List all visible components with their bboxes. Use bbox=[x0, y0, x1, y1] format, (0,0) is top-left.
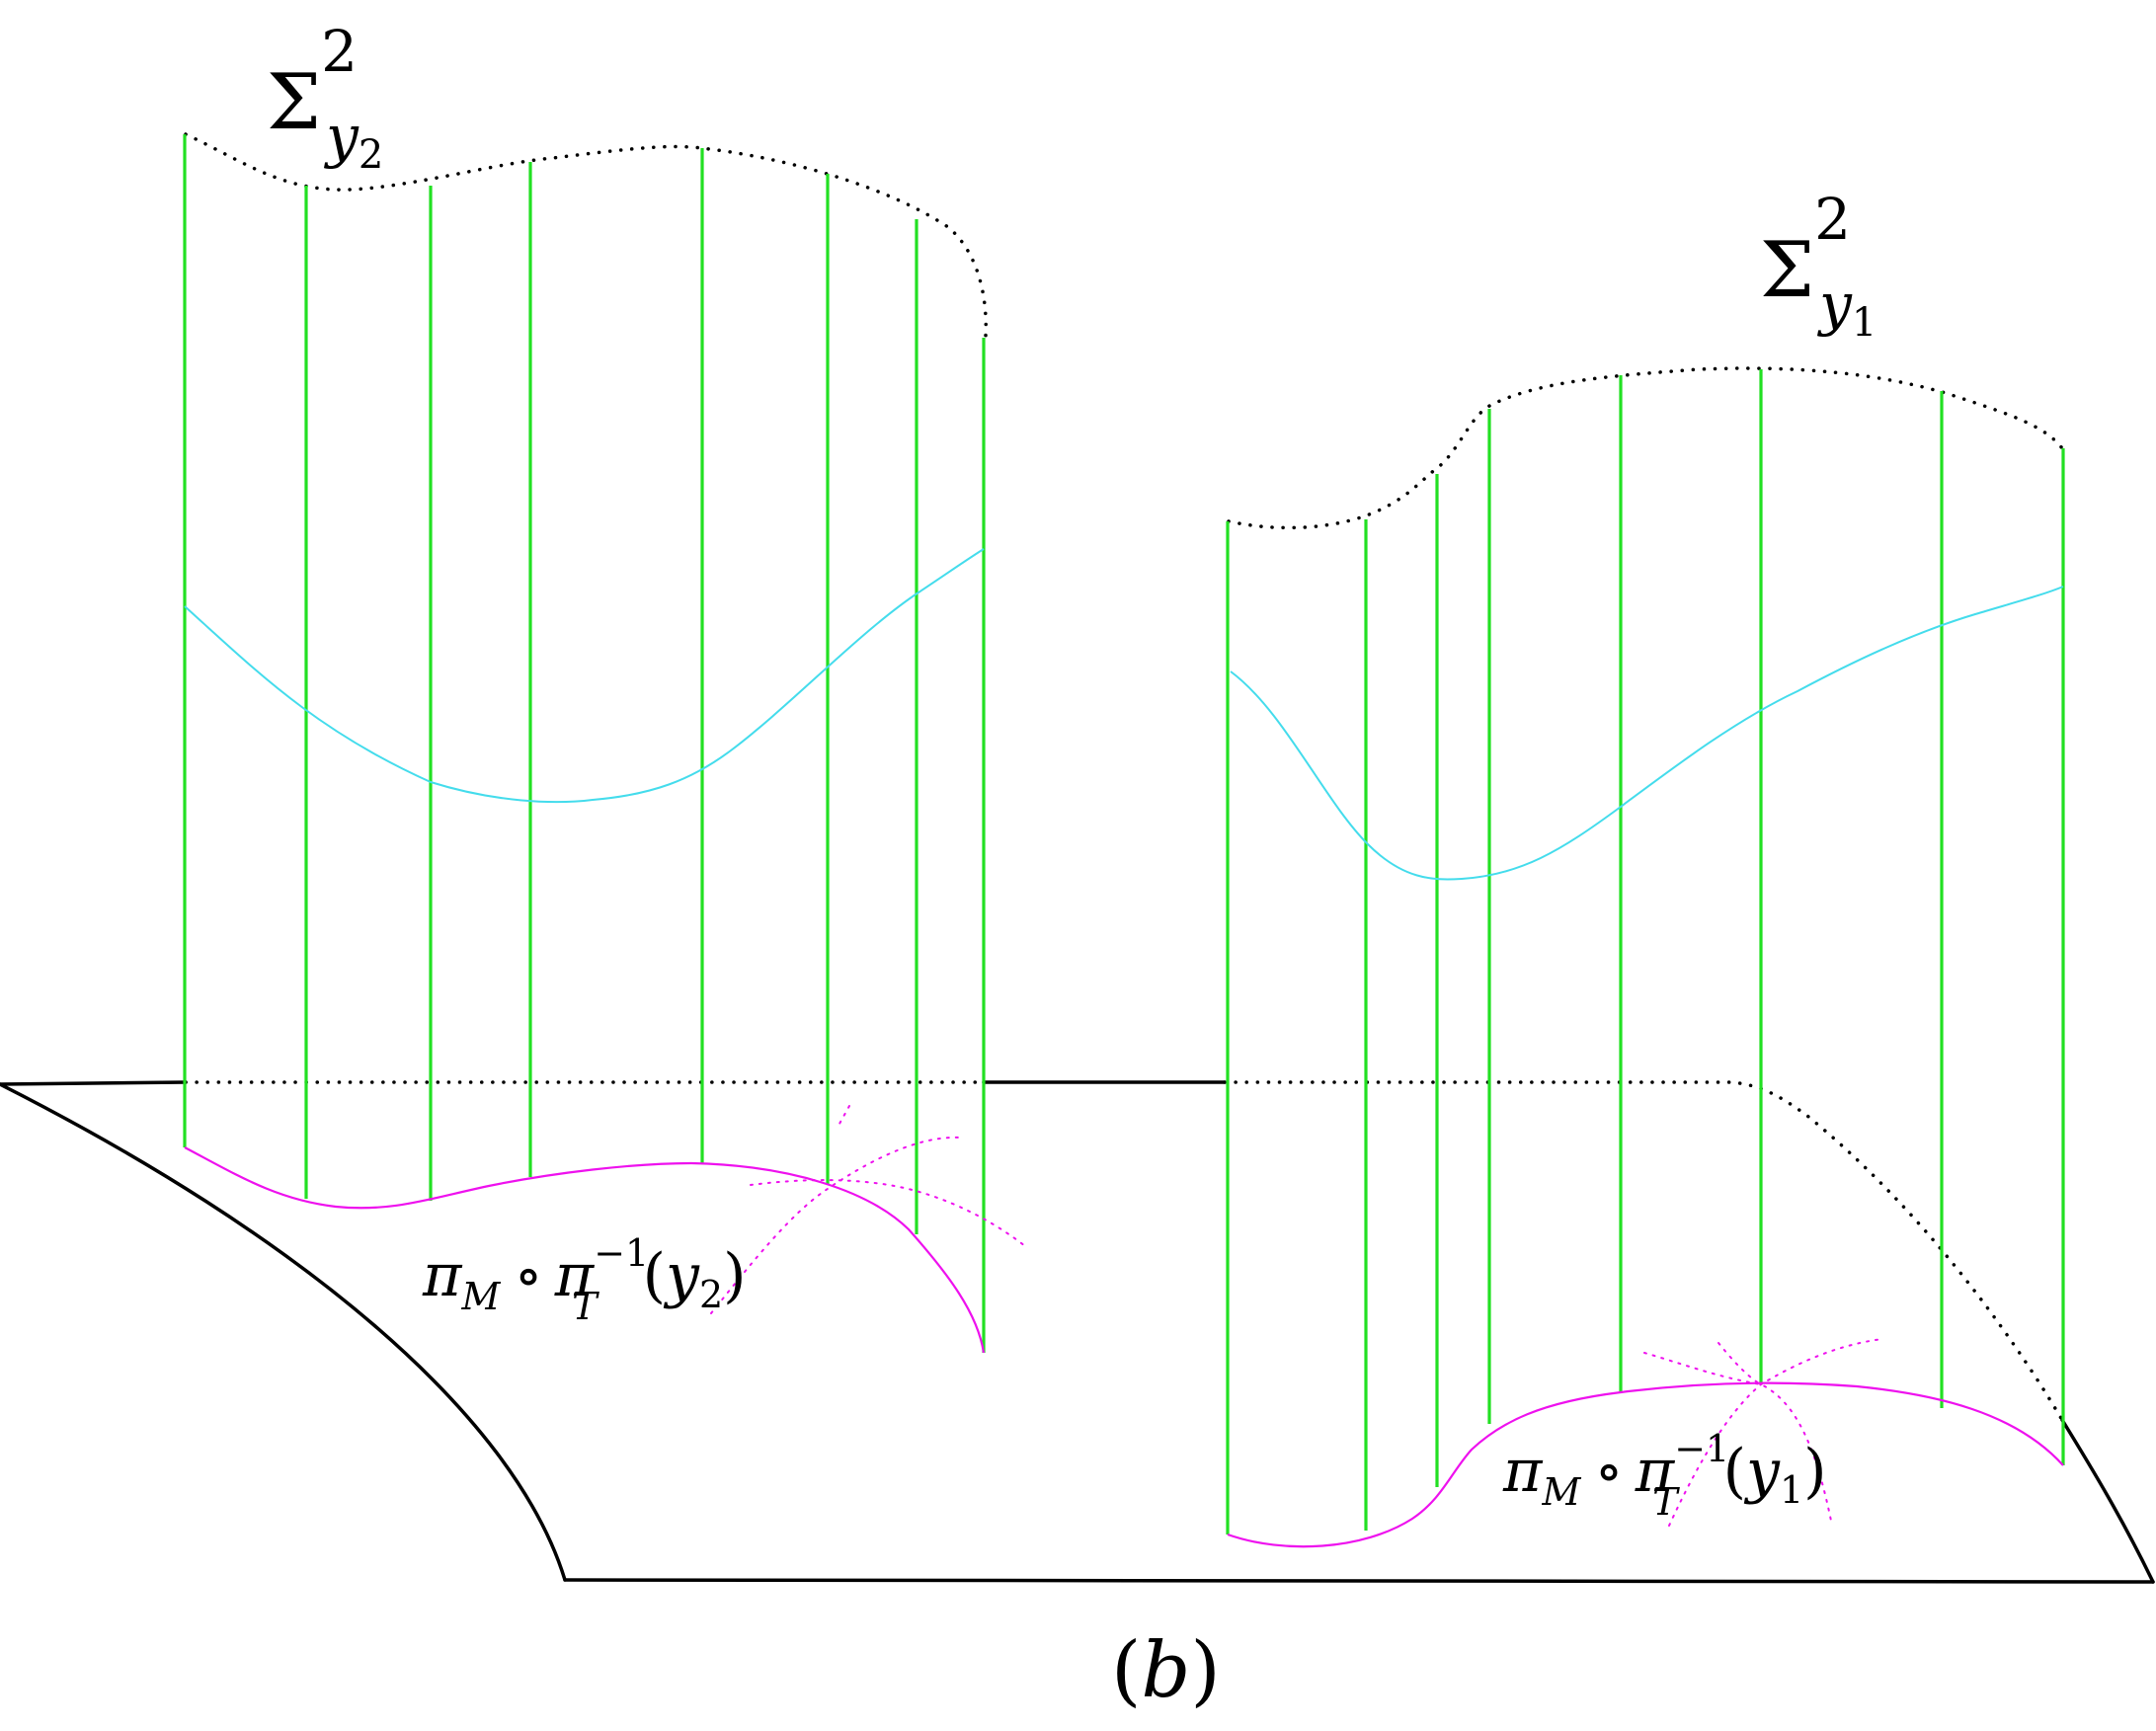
pi-m: π bbox=[422, 1241, 463, 1310]
cylinder-y2-section-curve bbox=[184, 548, 985, 804]
cylinder-y2 bbox=[183, 132, 1026, 1354]
pi-t: π bbox=[1635, 1437, 1676, 1506]
pi-t-superscript: −1 bbox=[1674, 1427, 1729, 1470]
sigma-subscript-var: y bbox=[1816, 271, 1853, 338]
tangent-curve bbox=[1668, 1338, 1883, 1527]
pi-m-subscript: M bbox=[460, 1275, 501, 1318]
figure-caption: (b) bbox=[1111, 1626, 1221, 1715]
caption-paren-open: ( bbox=[1111, 1626, 1141, 1715]
label-sigma-y2: Σ2 y2 bbox=[267, 18, 383, 178]
y-subscript: 2 bbox=[699, 1273, 723, 1316]
cylinder-y1-top-rim bbox=[1227, 366, 2064, 530]
y-subscript: 1 bbox=[1780, 1468, 1803, 1512]
pi-t-subscript: T bbox=[572, 1285, 599, 1328]
sigma-subscript-index: 2 bbox=[359, 132, 383, 178]
tangent-curve bbox=[1643, 1352, 1833, 1527]
label-sigma-y1: Σ2 y1 bbox=[1760, 186, 1877, 346]
cylinder-y1-section-curve bbox=[1230, 586, 2064, 881]
base-plane-bottom-edge bbox=[563, 1578, 2155, 1584]
paren-open: ( bbox=[1723, 1437, 1746, 1506]
base-plane-top-edge-left bbox=[0, 1080, 188, 1086]
pi-m: π bbox=[1502, 1437, 1544, 1506]
paren-open: ( bbox=[643, 1241, 666, 1310]
cylinder-y2-top-rim bbox=[184, 132, 988, 338]
sigma-superscript: 2 bbox=[321, 18, 358, 85]
cylinder-y2-base-curve bbox=[184, 1146, 986, 1354]
base-plane-top-edge-hidden-2 bbox=[1223, 1080, 2064, 1422]
pi-t-superscript: −1 bbox=[594, 1231, 649, 1275]
cylinder-y2-fibers bbox=[183, 134, 986, 1353]
tangent-curve bbox=[838, 1105, 850, 1125]
base-plane bbox=[0, 1080, 2155, 1584]
paren-close: ) bbox=[723, 1241, 746, 1310]
compose-symbol: ∘ bbox=[514, 1241, 542, 1310]
sigma-symbol: Σ bbox=[1760, 226, 1814, 315]
tangent-curve bbox=[1717, 1342, 1762, 1385]
base-plane-left-edge bbox=[0, 1082, 567, 1582]
compose-symbol: ∘ bbox=[1594, 1437, 1623, 1506]
cylinder-y1-base-curve bbox=[1227, 1381, 2064, 1548]
pi-t-subscript: T bbox=[1652, 1480, 1680, 1524]
cylinder-y1-base-tangents bbox=[1643, 1338, 1883, 1527]
sigma-symbol: Σ bbox=[267, 58, 321, 147]
paren-close: ) bbox=[1803, 1437, 1826, 1506]
y-var: y bbox=[1743, 1437, 1781, 1506]
tangent-curve bbox=[710, 1136, 961, 1314]
label-projection-y1: πM ∘ π−1 T (y1) bbox=[1502, 1427, 1827, 1524]
base-plane-right-edge bbox=[2060, 1418, 2155, 1584]
caption-paren-close: ) bbox=[1190, 1626, 1220, 1715]
label-projection-y2: πM ∘ π−1 T (y2) bbox=[422, 1231, 747, 1328]
cylinder-y2-base-tangents bbox=[710, 1105, 1026, 1314]
cylinder-y1 bbox=[1226, 366, 2065, 1548]
sigma-subscript-var: y bbox=[323, 103, 359, 170]
sigma-superscript: 2 bbox=[1814, 186, 1851, 253]
caption-letter: b bbox=[1141, 1626, 1190, 1715]
pi-m-subscript: M bbox=[1541, 1470, 1581, 1514]
sigma-subscript-index: 1 bbox=[1852, 300, 1877, 346]
y-var: y bbox=[663, 1241, 700, 1310]
cylinder-y1-fibers bbox=[1226, 369, 2065, 1534]
pi-t: π bbox=[554, 1241, 596, 1310]
